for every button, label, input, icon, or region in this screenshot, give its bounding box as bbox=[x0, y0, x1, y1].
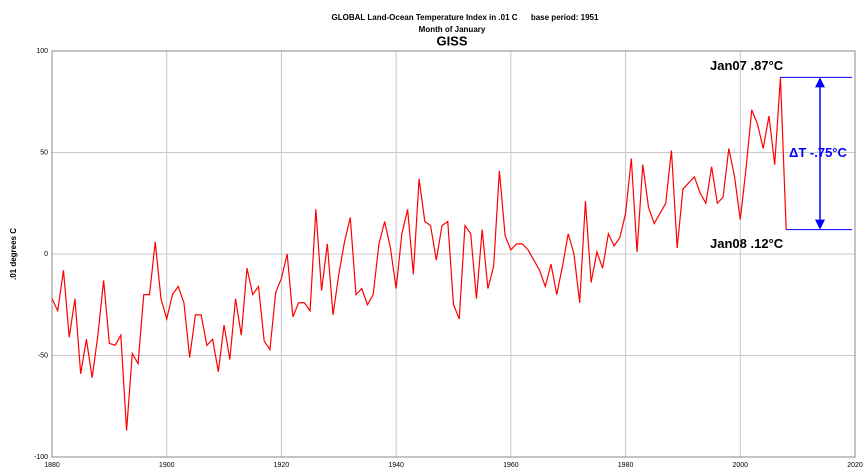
y-tick-label: -100 bbox=[34, 454, 48, 461]
x-tick-label: 1980 bbox=[618, 462, 634, 469]
x-tick-label: 1900 bbox=[159, 462, 175, 469]
annotation: Jan08 .12°C bbox=[710, 236, 784, 251]
chart-title: GLOBAL Land-Ocean Temperature Index in .… bbox=[332, 13, 599, 22]
annotation: ΔT -.75°C bbox=[789, 145, 847, 160]
plot-border bbox=[51, 50, 856, 458]
annotation: Jan07 .87°C bbox=[710, 58, 784, 73]
x-tick-label: 1920 bbox=[274, 462, 290, 469]
y-tick-label: 0 bbox=[44, 251, 48, 258]
data-line bbox=[51, 77, 787, 431]
y-tick-label: 50 bbox=[40, 149, 48, 156]
x-tick-label: 1960 bbox=[503, 462, 519, 469]
arrow-head bbox=[815, 219, 825, 230]
arrow-head bbox=[815, 77, 825, 88]
x-tick-label: 1880 bbox=[44, 462, 60, 469]
source-label: GISS bbox=[436, 33, 467, 48]
chart-subtitle: Month of January bbox=[419, 25, 486, 34]
x-tick-label: 2020 bbox=[847, 462, 863, 469]
x-tick-label: 1940 bbox=[388, 462, 404, 469]
y-tick-label: 100 bbox=[36, 48, 48, 55]
y-axis-label: .01 degrees C bbox=[9, 228, 18, 280]
y-tick-label: -50 bbox=[38, 352, 48, 359]
x-tick-label: 2000 bbox=[732, 462, 748, 469]
